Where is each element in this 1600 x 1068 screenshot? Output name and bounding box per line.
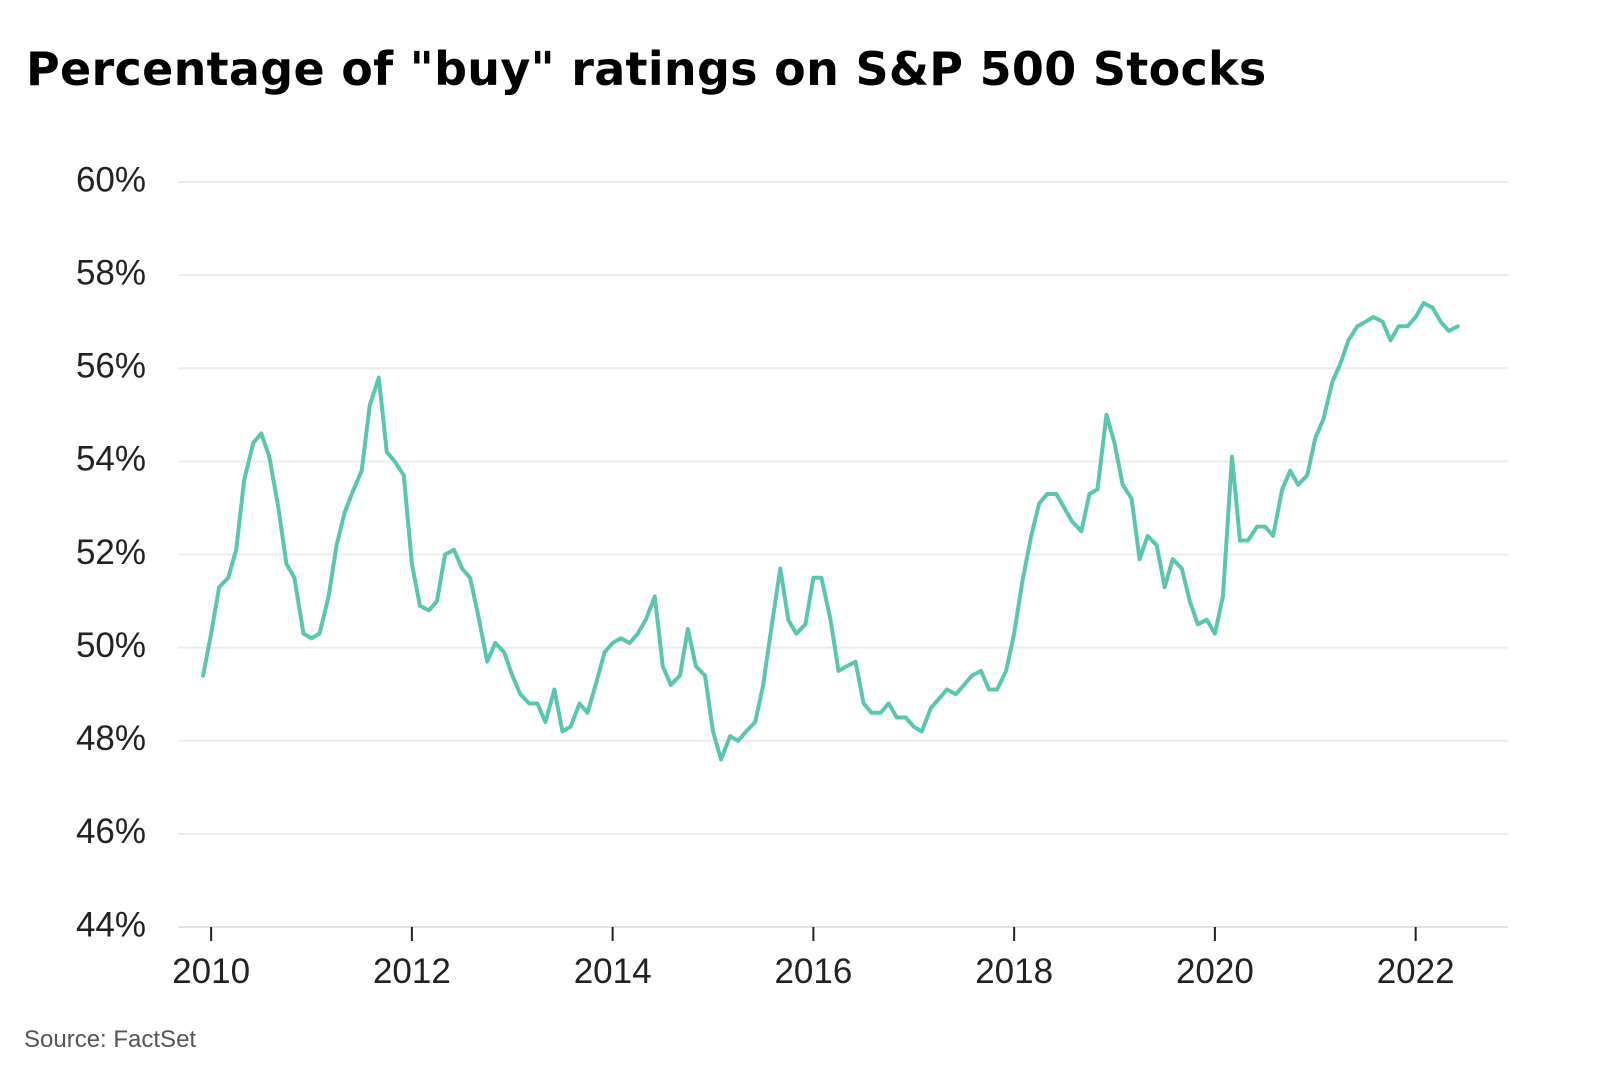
y-tick-label: 52% [76, 533, 146, 572]
chart-title: Percentage of "buy" ratings on S&P 500 S… [26, 42, 1267, 96]
y-tick-label: 56% [76, 347, 146, 386]
x-tick-label: 2012 [373, 952, 451, 991]
x-axis-ticks: 2010 2012 2014 2016 2018 2020 2022 [172, 927, 1455, 991]
series-line-buy-ratings [201, 301, 1460, 762]
grid-lines [178, 181, 1508, 835]
source-note: Source: FactSet [24, 1026, 197, 1053]
x-tick-label: 2016 [774, 952, 852, 991]
y-tick-label: 44% [76, 905, 146, 944]
x-tick-label: 2010 [172, 952, 250, 991]
y-tick-label: 50% [76, 626, 146, 665]
x-tick-label: 2020 [1176, 952, 1254, 991]
x-tick-label: 2018 [975, 952, 1053, 991]
y-tick-label: 60% [76, 160, 146, 199]
y-tick-label: 54% [76, 440, 146, 479]
y-tick-label: 58% [76, 253, 146, 292]
series-group [201, 301, 1460, 762]
y-axis-ticks: 44% 46% 48% 50% 52% 54% 56% 58% 60% [76, 160, 146, 944]
y-tick-label: 46% [76, 812, 146, 851]
y-tick-label: 48% [76, 719, 146, 758]
x-tick-label: 2014 [574, 952, 652, 991]
x-tick-label: 2022 [1377, 952, 1455, 991]
